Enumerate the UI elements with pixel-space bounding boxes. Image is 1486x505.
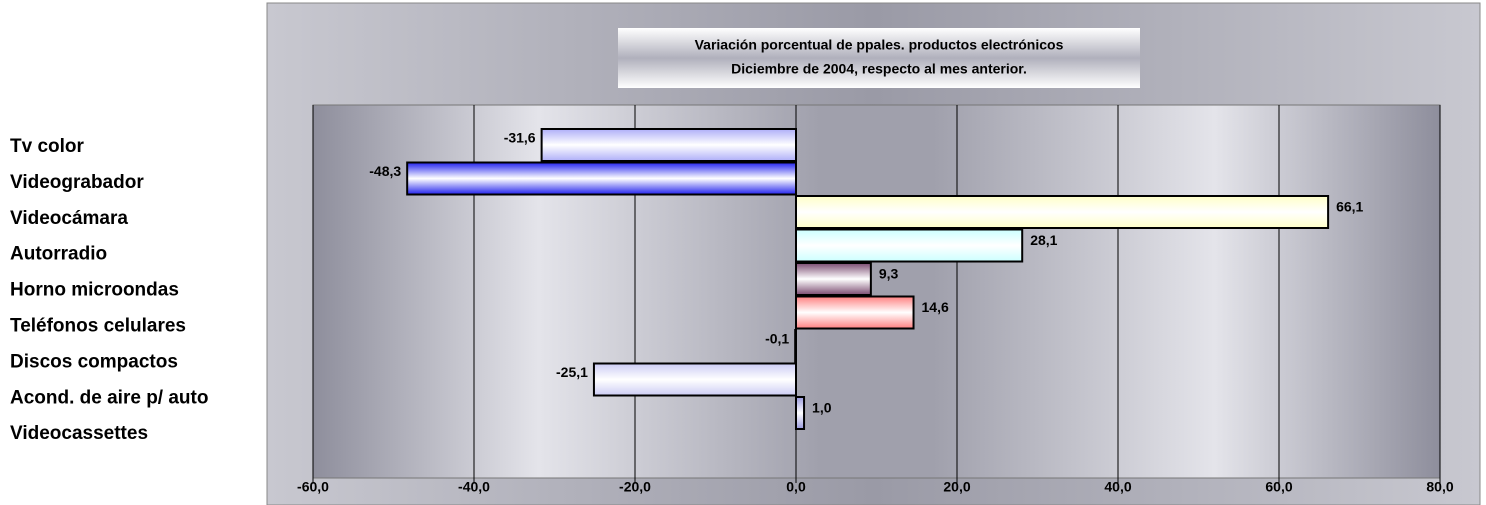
bar xyxy=(540,128,797,162)
bar xyxy=(406,161,797,196)
category-label: Discos compactos xyxy=(10,351,178,372)
plot-area xyxy=(312,104,1441,479)
category-label: Teléfonos celulares xyxy=(10,316,186,337)
bar xyxy=(795,262,872,296)
x-tick-label: 20,0 xyxy=(943,479,970,495)
x-tick-label: 40,0 xyxy=(1104,479,1131,495)
category-label: Horno microondas xyxy=(10,280,179,301)
bar xyxy=(592,362,797,397)
bar xyxy=(795,295,915,330)
x-tick-label: 0,0 xyxy=(786,479,806,495)
title-box xyxy=(618,28,1140,88)
data-label: -48,3 xyxy=(369,163,401,179)
data-label: -0,1 xyxy=(765,331,789,347)
category-label: Acond. de aire p/ auto xyxy=(10,387,208,408)
x-tick-label: -40,0 xyxy=(458,479,490,495)
x-tick-label: 60,0 xyxy=(1265,479,1292,495)
category-label: Videocassettes xyxy=(10,423,148,444)
x-tick-label: -60,0 xyxy=(297,479,329,495)
chart-title: Variación porcentual de ppales. producto… xyxy=(695,37,1064,53)
data-label: -25,1 xyxy=(556,364,588,380)
data-label: 14,6 xyxy=(922,299,949,315)
chart-subtitle: Diciembre de 2004, respecto al mes anter… xyxy=(731,61,1027,77)
data-label: 66,1 xyxy=(1336,199,1363,215)
data-label: 28,1 xyxy=(1030,232,1057,248)
bar xyxy=(794,329,798,363)
category-label: Autorradio xyxy=(10,244,107,265)
data-label: -31,6 xyxy=(504,130,536,146)
bar xyxy=(795,228,1024,263)
bar xyxy=(795,195,1330,229)
category-label: Videograbador xyxy=(10,172,144,193)
data-label: 9,3 xyxy=(879,266,899,282)
bar xyxy=(795,396,806,430)
x-tick-label: 80,0 xyxy=(1426,479,1453,495)
x-tick-label: -20,0 xyxy=(619,479,651,495)
data-label: 1,0 xyxy=(812,400,832,416)
category-label: Tv color xyxy=(10,136,85,157)
category-label: Videocámara xyxy=(10,208,128,229)
